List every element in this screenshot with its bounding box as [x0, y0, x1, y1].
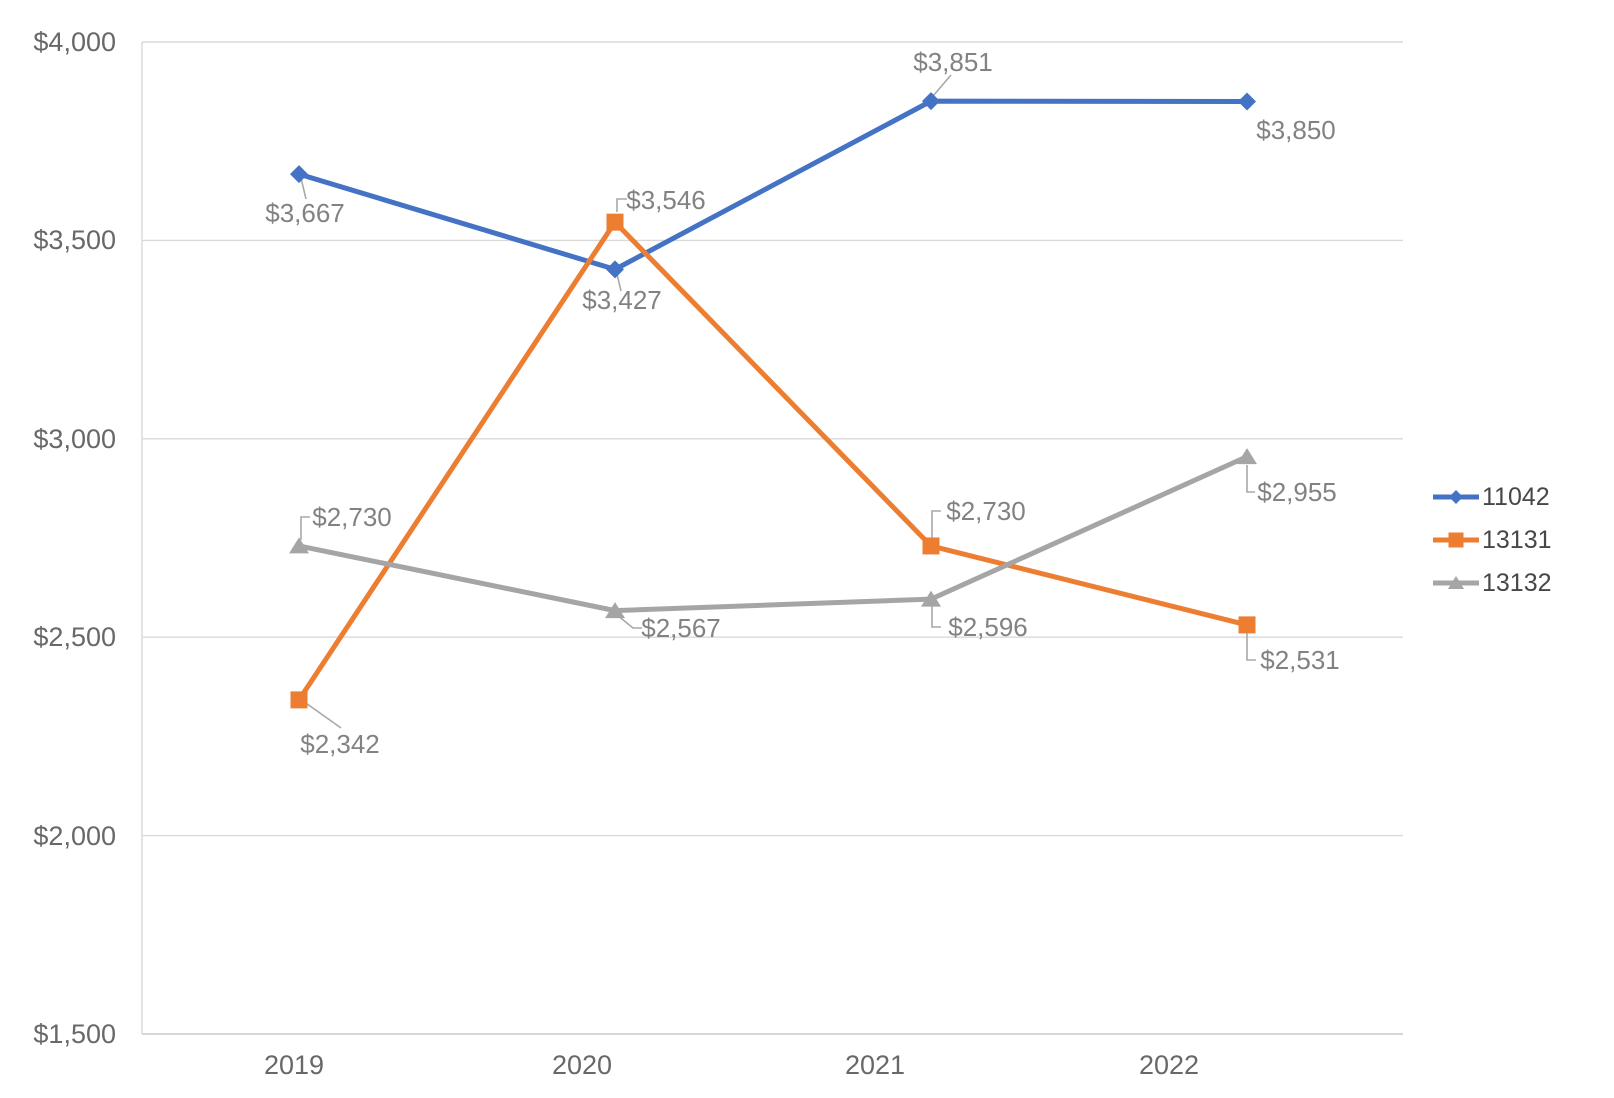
square-marker-icon — [290, 691, 308, 709]
triangle-marker-icon — [605, 602, 625, 619]
gridlines — [141, 41, 1403, 1035]
square-marker-icon — [606, 213, 624, 231]
data-label: $3,546 — [626, 185, 706, 215]
legend-label: 11042 — [1482, 482, 1550, 511]
series-line-13131 — [296, 219, 1250, 703]
diamond-marker-icon — [1449, 490, 1463, 504]
y-axis-tick-label: $3,500 — [33, 225, 116, 256]
data-label-leader-line — [1246, 633, 1256, 661]
series-13132 — [289, 448, 1257, 619]
data-label: $2,955 — [1257, 477, 1337, 507]
data-label: $2,567 — [641, 613, 721, 643]
data-label-leader-line — [302, 700, 342, 729]
square-marker-icon — [922, 537, 940, 555]
data-label-leader-line — [300, 516, 310, 540]
series-line-13132 — [296, 454, 1250, 614]
legend-item-11042: 11042 — [1433, 482, 1550, 512]
legend-square-marker-icon — [1433, 532, 1479, 548]
y-axis-tick-label: $3,000 — [33, 423, 116, 454]
legend-item-13132: 13132 — [1433, 568, 1552, 598]
x-axis-label: 2020 — [551, 1050, 613, 1080]
square-marker-icon — [1238, 616, 1256, 634]
series-13131 — [290, 213, 1256, 709]
data-label: $3,850 — [1256, 115, 1336, 145]
data-label-leader-line — [931, 606, 941, 628]
data-label-leader-line — [932, 74, 952, 97]
diamond-marker-icon — [290, 165, 308, 184]
square-marker-icon — [1448, 532, 1464, 548]
data-label-leader-line — [300, 177, 307, 200]
y-axis-tick-label: $2,000 — [33, 820, 116, 851]
data-label: $3,851 — [913, 47, 993, 77]
legend-triangle-marker-icon — [1433, 576, 1479, 589]
series-11042 — [290, 92, 1256, 279]
leader-lines — [300, 74, 1256, 729]
data-label-leader-line — [616, 614, 642, 629]
legend-label: 13131 — [1482, 525, 1552, 554]
series-line-11042 — [296, 98, 1250, 272]
triangle-marker-icon — [289, 537, 309, 554]
triangle-marker-icon — [1237, 448, 1257, 465]
y-axis-tick-label: $2,500 — [33, 622, 116, 653]
data-label-leader-line — [931, 510, 941, 538]
diamond-marker-icon — [606, 260, 624, 279]
data-label: $2,531 — [1260, 645, 1340, 675]
legend-label: 13132 — [1482, 568, 1552, 597]
legend-diamond-marker-icon — [1433, 490, 1479, 504]
y-axis-tick-label: $1,500 — [33, 1019, 116, 1049]
data-label: $3,667 — [265, 198, 345, 228]
triangle-marker-icon — [921, 590, 941, 607]
triangle-marker-icon — [1448, 576, 1464, 589]
data-label: $2,730 — [312, 502, 392, 532]
data-label-leader-line — [1246, 465, 1255, 493]
x-axis-label: 2019 — [263, 1050, 325, 1080]
data-label: $2,730 — [946, 496, 1026, 526]
data-label: $3,427 — [582, 285, 662, 315]
x-axis-label: 2022 — [1138, 1050, 1200, 1080]
data-label-leader-line — [616, 273, 622, 292]
data-label: $2,342 — [300, 729, 380, 759]
diamond-marker-icon — [922, 92, 940, 111]
diamond-marker-icon — [1238, 92, 1256, 111]
x-axis-label: 2021 — [844, 1050, 906, 1080]
legend-item-13131: 13131 — [1433, 525, 1552, 555]
data-label: $2,596 — [948, 612, 1028, 642]
y-axis-tick-label: $4,000 — [33, 27, 116, 57]
data-label-leader-line — [616, 198, 627, 212]
